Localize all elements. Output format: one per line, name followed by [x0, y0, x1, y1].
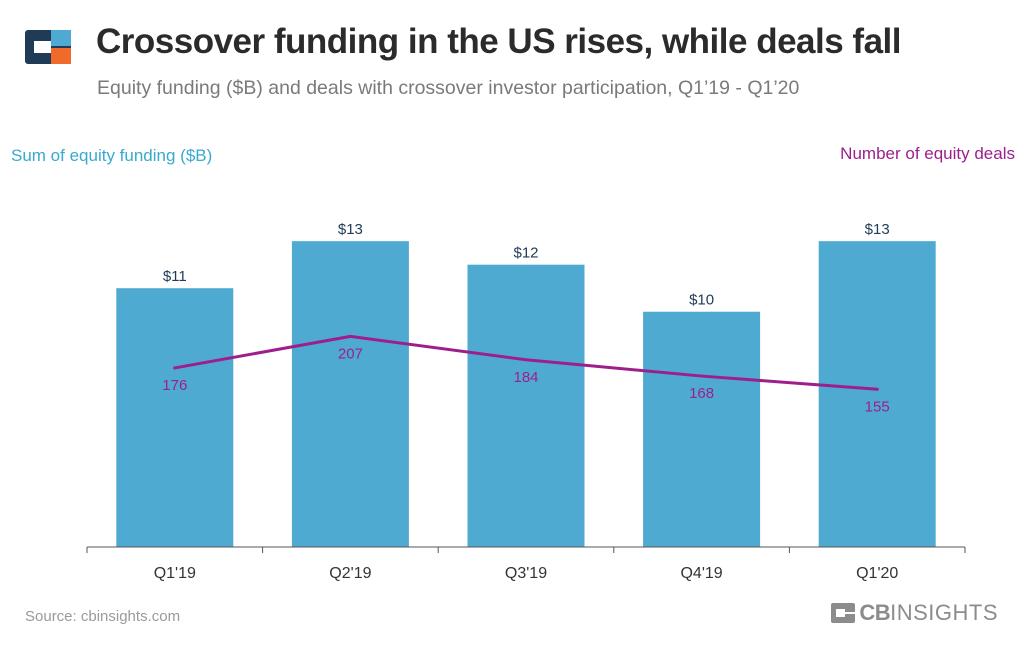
chart-title: Crossover funding in the US rises, while…	[96, 22, 901, 61]
funding-bar-label: $13	[338, 221, 363, 238]
deals-label: 168	[689, 385, 714, 402]
cb-insights-mark-icon	[831, 603, 856, 623]
left-axis-label: Sum of equity funding ($B)	[11, 146, 213, 165]
deals-point	[700, 374, 704, 378]
cb-insights-logo-icon	[25, 30, 71, 64]
funding-bar-label: $12	[513, 245, 538, 262]
source-note: Source: cbinsights.com	[25, 608, 181, 625]
deals-point	[524, 358, 528, 362]
deals-point	[173, 366, 177, 370]
brand-insights-text: INSIGHTS	[890, 600, 998, 625]
right-axis-label: Number of equity deals	[840, 144, 1015, 163]
funding-bar	[467, 264, 585, 547]
brand-cb-text: CB	[859, 600, 891, 625]
funding-bar	[116, 288, 234, 547]
chart-subtitle: Equity funding ($B) and deals with cross…	[97, 77, 800, 99]
funding-bar-label: $13	[865, 221, 890, 238]
deals-label: 176	[162, 377, 187, 394]
funding-bar-label: $11	[163, 268, 187, 285]
deals-label: 207	[338, 345, 363, 362]
deals-point	[348, 334, 352, 338]
x-tick-label: Q1'19	[154, 565, 196, 582]
deals-label: 155	[865, 398, 890, 415]
x-tick-label: Q3'19	[505, 565, 547, 582]
x-tick-label: Q4'19	[680, 565, 722, 582]
funding-bar	[643, 311, 761, 547]
funding-bar	[291, 241, 409, 547]
funding-bar-label: $10	[689, 292, 714, 309]
deals-label: 184	[513, 369, 538, 386]
deals-point	[875, 387, 879, 391]
funding-bar	[818, 241, 936, 547]
x-tick-label: Q1'20	[856, 565, 898, 582]
cb-insights-brand: CB INSIGHTS	[831, 600, 998, 626]
x-tick-label: Q2'19	[329, 565, 371, 582]
